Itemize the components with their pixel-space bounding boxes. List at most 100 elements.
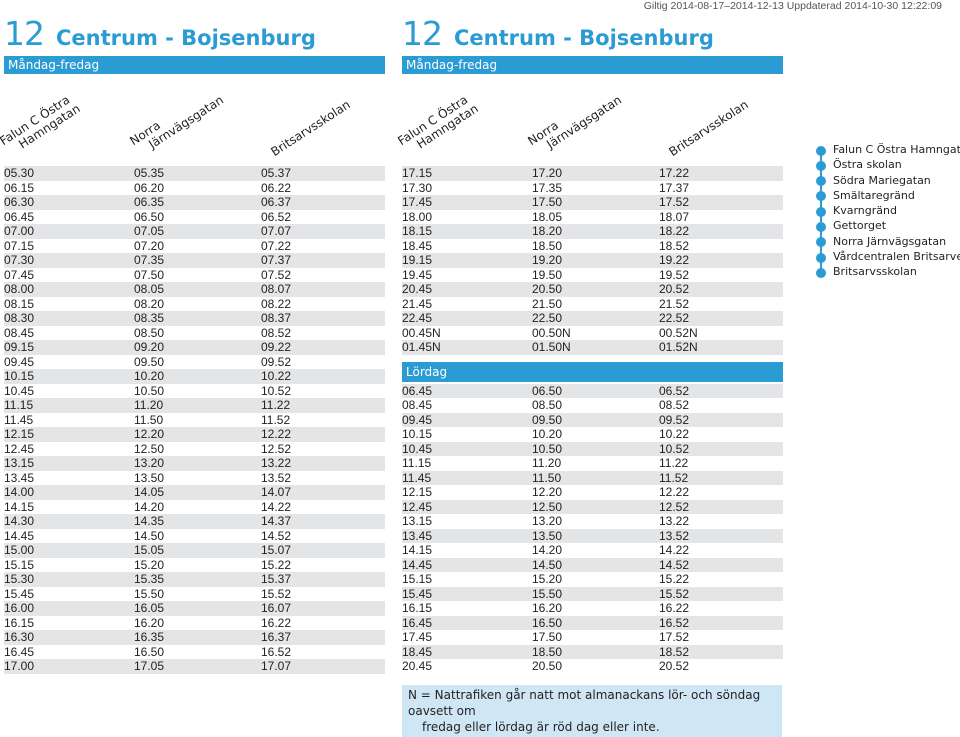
time-cell: 08.45 bbox=[402, 398, 433, 412]
route-number: 12 bbox=[4, 14, 45, 53]
table-row: 16.45 16.50 16.52 bbox=[402, 615, 783, 630]
time-cell: 14.15 bbox=[4, 499, 35, 514]
time-cell: 17.45 bbox=[402, 630, 433, 644]
time-cell: 06.30 bbox=[4, 195, 35, 209]
time-cell: 11.52 bbox=[261, 412, 291, 427]
table-row: 08.15 08.20 08.22 bbox=[4, 297, 385, 312]
time-cell: 06.52 bbox=[659, 383, 690, 398]
time-cell: 15.35 bbox=[134, 572, 165, 586]
time-cell: 16.20 bbox=[134, 615, 165, 630]
time-cell: 18.45 bbox=[402, 238, 433, 253]
time-cell: 12.22 bbox=[261, 427, 292, 441]
stop-dot-icon bbox=[816, 191, 826, 202]
time-cell: 10.52 bbox=[659, 441, 690, 456]
time-cell: 16.15 bbox=[402, 601, 433, 615]
table-row: 15.45 15.50 15.52 bbox=[4, 587, 385, 602]
time-cell: 14.00 bbox=[4, 485, 35, 499]
table-row: 22.45 22.50 22.52 bbox=[402, 311, 783, 326]
time-cell: 18.00 bbox=[402, 209, 433, 224]
time-cell: 07.45 bbox=[4, 267, 35, 282]
table-row: 21.45 21.50 21.52 bbox=[402, 297, 783, 312]
time-cell: 13.20 bbox=[532, 514, 563, 528]
times-table-weekday-evening: 17.15 17.20 17.22 17.30 17.35 17.37 17.45 17.50… bbox=[402, 166, 783, 355]
time-cell: 13.22 bbox=[659, 514, 690, 528]
header-falun-c-ostra-hamngatan: Falun C Östra Hamngatan bbox=[395, 91, 480, 159]
time-cell: 22.52 bbox=[659, 311, 690, 325]
time-cell: 15.45 bbox=[402, 586, 433, 601]
time-cell: 13.22 bbox=[261, 456, 292, 470]
header-norra-jarnvagsgatan: Norra Järnvägsgatan bbox=[525, 83, 624, 159]
time-cell: 18.05 bbox=[532, 209, 563, 224]
table-row: 17.00 17.05 17.07 bbox=[4, 659, 385, 674]
time-cell: 19.20 bbox=[532, 253, 563, 267]
table-row: 20.45 20.50 20.52 bbox=[402, 282, 783, 297]
time-cell: 17.15 bbox=[402, 166, 433, 180]
time-cell: 08.22 bbox=[261, 296, 292, 311]
time-cell: 16.22 bbox=[261, 615, 292, 630]
time-cell: 05.30 bbox=[4, 166, 35, 180]
stop-label: Vårdcentralen Britsarvet bbox=[833, 250, 960, 264]
time-cell: 14.37 bbox=[261, 514, 292, 528]
time-cell: 21.50 bbox=[532, 296, 563, 311]
table-row: 08.45 08.50 08.52 bbox=[4, 326, 385, 341]
time-cell: 10.45 bbox=[402, 441, 433, 456]
time-cell: 06.45 bbox=[4, 209, 35, 224]
time-cell: 15.05 bbox=[134, 543, 165, 557]
time-cell: 06.22 bbox=[261, 180, 292, 195]
time-cell: 11.20 bbox=[134, 398, 164, 412]
time-cell: 16.35 bbox=[134, 630, 165, 644]
stop-label: Norra Järnvägsgatan bbox=[833, 234, 947, 248]
time-cell: 07.07 bbox=[261, 224, 292, 238]
time-cell: 10.15 bbox=[402, 427, 433, 441]
time-cell: 12.52 bbox=[261, 441, 292, 456]
time-cell: 08.30 bbox=[4, 311, 35, 325]
route-title: 12 Centrum - Bojsenburg bbox=[4, 14, 385, 56]
time-cell: 14.20 bbox=[532, 543, 563, 557]
table-row: 14.45 14.50 14.52 bbox=[402, 557, 783, 572]
stop-dot-icon bbox=[816, 176, 826, 187]
table-row: 16.30 16.35 16.37 bbox=[4, 630, 385, 645]
table-row: 17.15 17.20 17.22 bbox=[402, 166, 783, 181]
time-cell: 15.15 bbox=[4, 557, 35, 572]
time-cell: 11.45 bbox=[402, 470, 432, 485]
time-cell: 22.45 bbox=[402, 311, 433, 325]
route-name: Centrum - Bojsenburg bbox=[56, 26, 316, 50]
time-cell: 14.22 bbox=[261, 499, 292, 514]
stop-label: Smältaregränd bbox=[833, 188, 915, 202]
time-cell: 14.45 bbox=[402, 557, 433, 572]
time-cell: 14.22 bbox=[659, 543, 690, 557]
table-row: 12.15 12.20 12.22 bbox=[4, 427, 385, 442]
time-cell: 14.45 bbox=[4, 528, 35, 543]
stop-dot-icon bbox=[816, 237, 826, 248]
time-cell: 15.22 bbox=[659, 572, 690, 586]
table-row: 14.15 14.20 14.22 bbox=[4, 500, 385, 515]
column-headers: Falun C Östra Hamngatan Norra Järnvägsga… bbox=[395, 74, 783, 166]
header-line: Britsarvsskolan bbox=[666, 97, 751, 159]
time-cell: 08.52 bbox=[659, 398, 690, 412]
night-traffic-note: N = Nattrafiken går natt mot almanackans… bbox=[402, 684, 782, 737]
time-cell: 11.15 bbox=[4, 398, 34, 412]
time-cell: 07.15 bbox=[4, 238, 35, 253]
time-cell: 20.52 bbox=[659, 659, 690, 673]
time-cell: 08.35 bbox=[134, 311, 165, 325]
time-cell: 18.22 bbox=[659, 224, 690, 238]
time-cell: 17.30 bbox=[402, 180, 433, 195]
time-cell: 12.52 bbox=[659, 499, 690, 514]
table-row: 10.45 10.50 10.52 bbox=[402, 441, 783, 456]
time-cell: 00.50N bbox=[532, 325, 571, 340]
table-row: 15.45 15.50 15.52 bbox=[402, 586, 783, 601]
stop-dot-icon bbox=[816, 252, 826, 263]
table-row: 20.45 20.50 20.52 bbox=[402, 659, 783, 674]
table-row: 11.45 11.50 11.52 bbox=[402, 470, 783, 485]
time-cell: 10.15 bbox=[4, 369, 35, 383]
time-cell: 07.35 bbox=[134, 253, 165, 267]
table-row: 14.45 14.50 14.52 bbox=[4, 529, 385, 544]
table-row: 06.45 06.50 06.52 bbox=[4, 210, 385, 225]
time-cell: 06.15 bbox=[4, 180, 35, 195]
time-cell: 12.50 bbox=[134, 441, 165, 456]
table-row: 16.15 16.20 16.22 bbox=[4, 616, 385, 631]
time-cell: 15.15 bbox=[402, 572, 433, 586]
stop-label: Gettorget bbox=[833, 219, 887, 233]
time-cell: 20.50 bbox=[532, 659, 563, 673]
time-cell: 15.50 bbox=[134, 586, 165, 601]
